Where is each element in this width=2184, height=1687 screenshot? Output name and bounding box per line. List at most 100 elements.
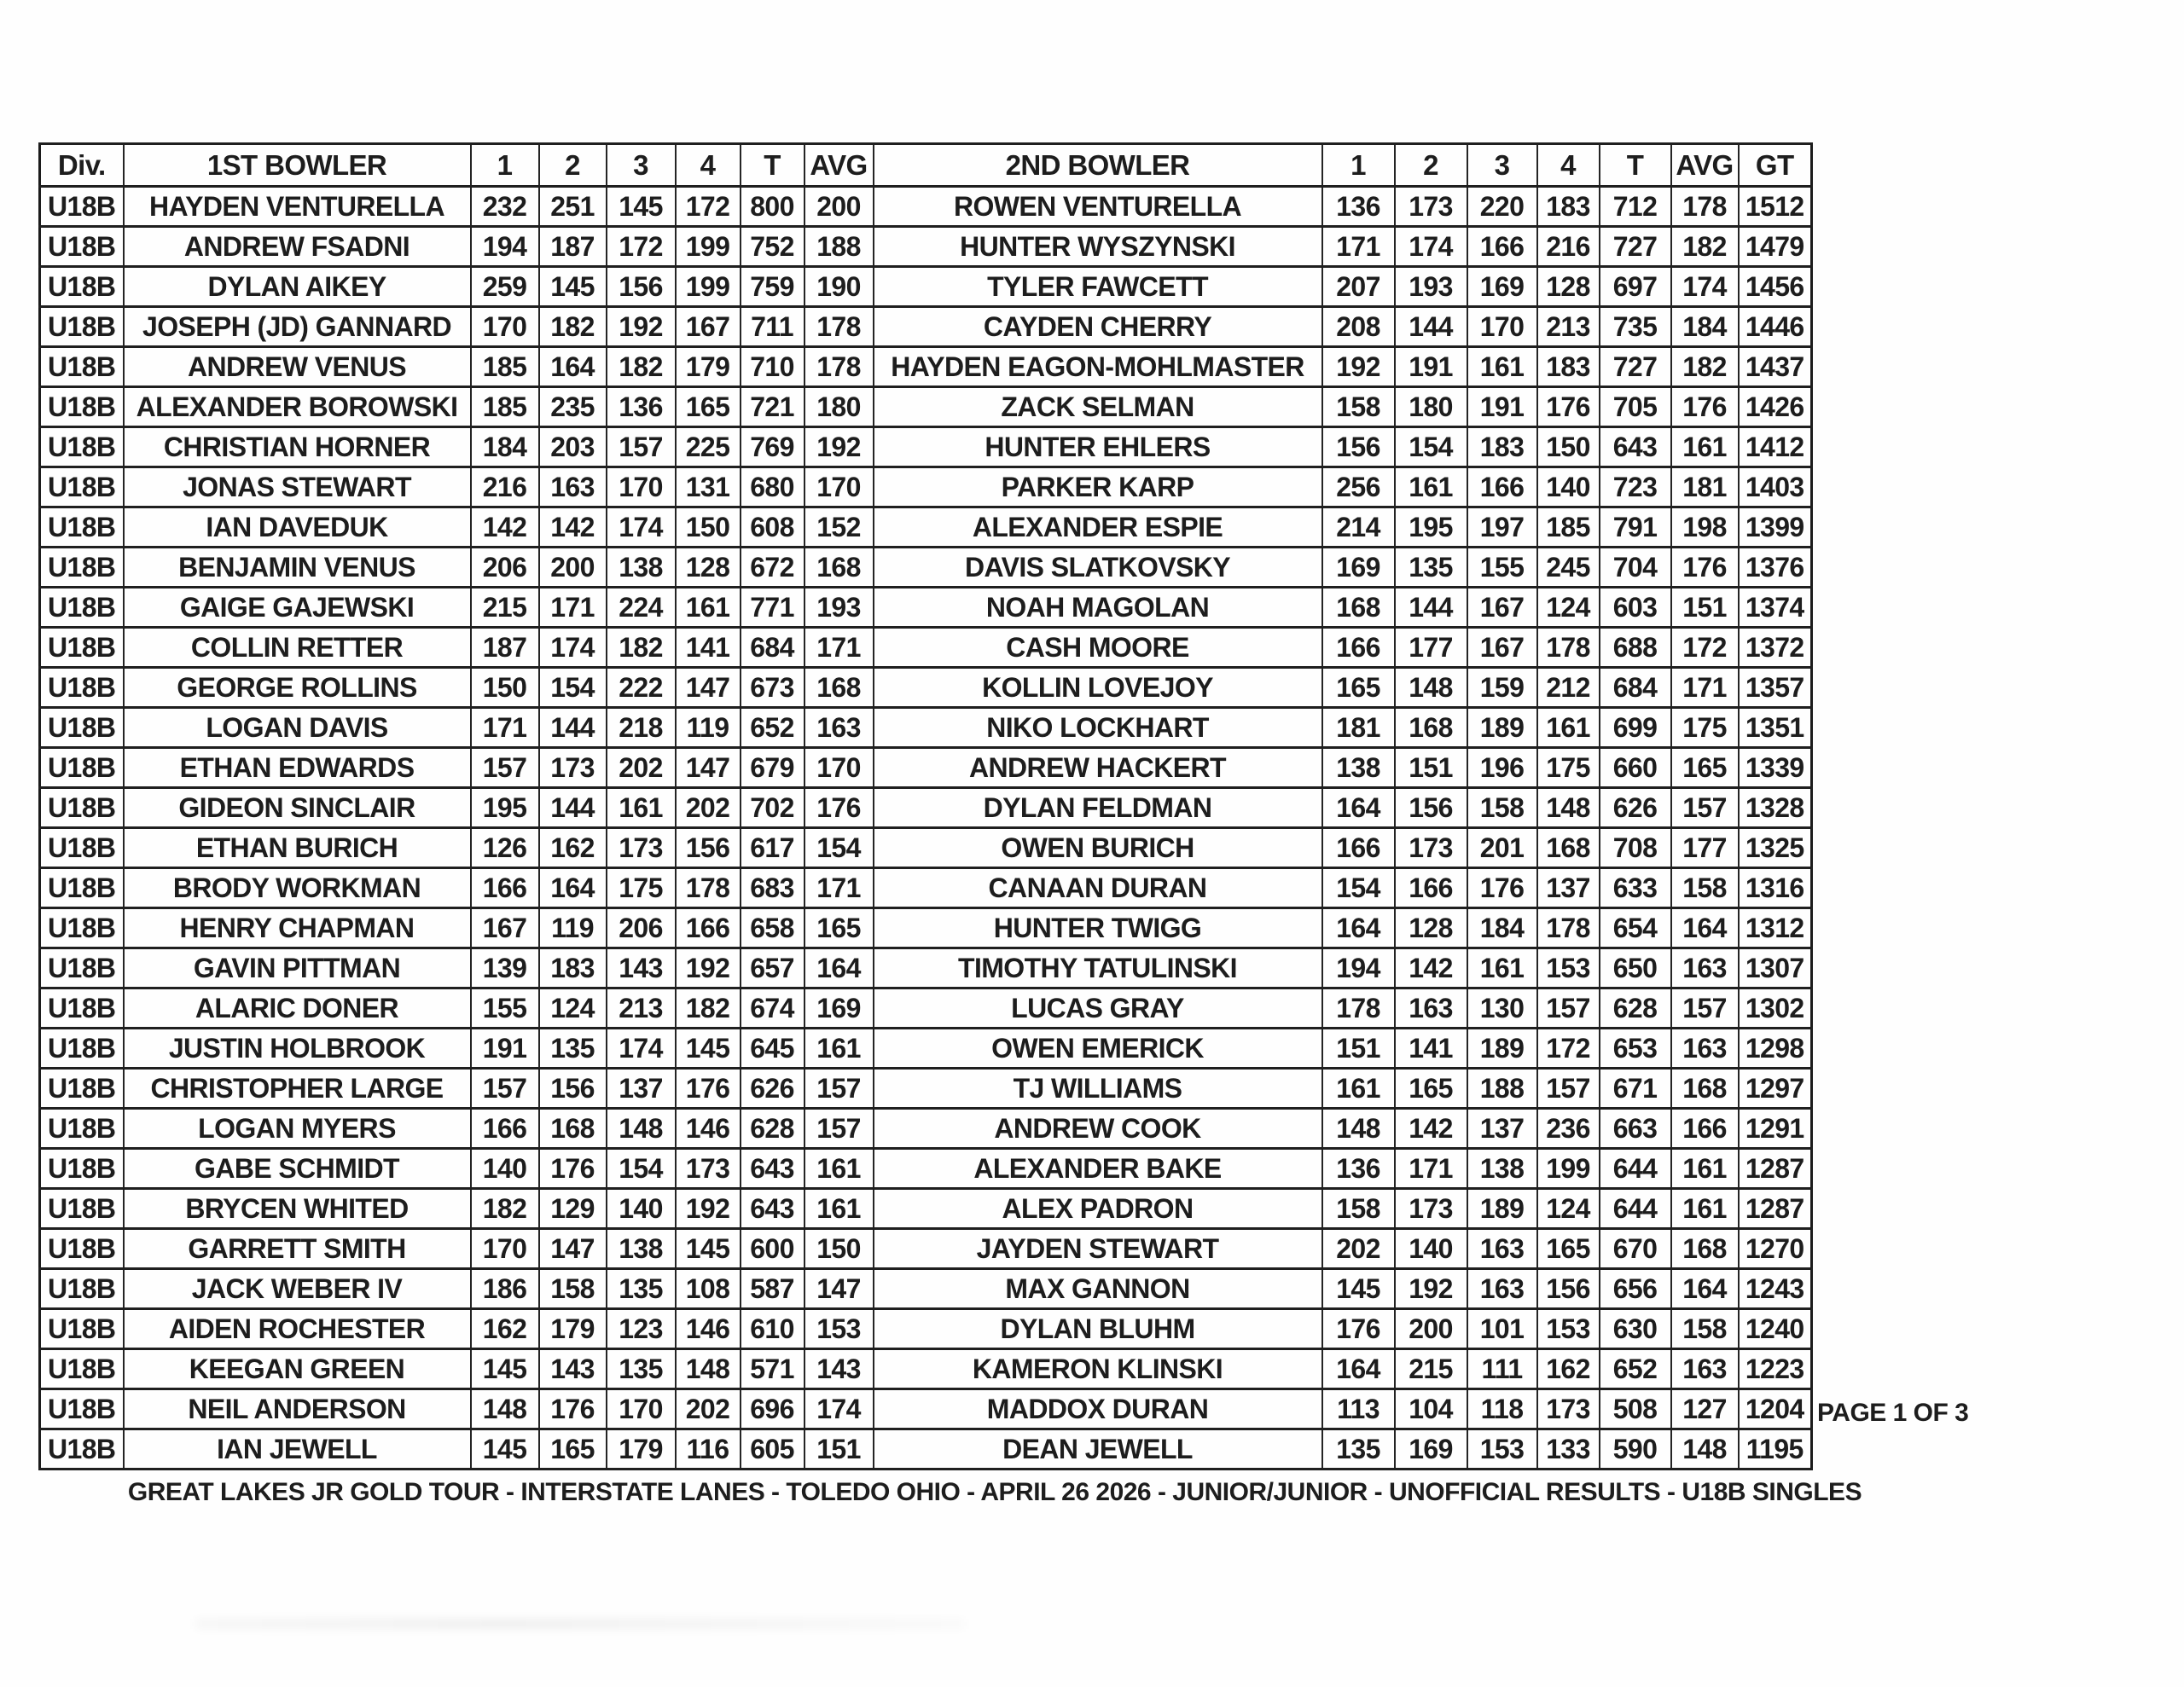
cell-b2-total: 644: [1598, 1147, 1672, 1190]
cell-b1-game2: 142: [537, 506, 607, 548]
cell-b2-game2: 165: [1393, 1067, 1468, 1110]
cell-b1-game2: 163: [537, 466, 607, 508]
table-row: U18B ETHAN EDWARDS 157 173 202 147 679 170 ANDRE…: [38, 746, 1813, 789]
cell-b2-game4: 124: [1536, 1187, 1600, 1230]
cell-b2-game1: 208: [1321, 305, 1396, 348]
cell-b1-game2: 147: [537, 1227, 607, 1270]
cell-b2-game2: 135: [1393, 546, 1468, 588]
cell-bowler1-name: KEEGAN GREEN: [122, 1348, 472, 1390]
cell-b1-avg: 143: [803, 1348, 874, 1390]
cell-b1-total: 610: [739, 1307, 805, 1350]
column-header-b2-total: T: [1598, 142, 1672, 188]
cell-b2-total: 633: [1598, 867, 1672, 909]
cell-div: U18B: [38, 506, 125, 548]
cell-b1-game4: 156: [674, 826, 741, 869]
cell-b2-avg: 182: [1670, 345, 1740, 388]
cell-b1-game3: 172: [605, 225, 677, 268]
cell-b2-game2: 128: [1393, 907, 1468, 949]
cell-b2-avg: 176: [1670, 386, 1740, 428]
cell-b1-game3: 145: [605, 185, 677, 228]
cell-b2-game4: 199: [1536, 1147, 1600, 1190]
cell-grand-total: 1456: [1737, 265, 1813, 308]
cell-b2-game3: 189: [1466, 706, 1538, 749]
cell-b2-total: 508: [1598, 1388, 1672, 1430]
cell-b2-game3: 188: [1466, 1067, 1538, 1110]
cell-bowler1-name: LOGAN MYERS: [122, 1107, 472, 1150]
cell-b2-avg: 184: [1670, 305, 1740, 348]
cell-b1-game4: 165: [674, 386, 741, 428]
cell-bowler2-name: CANAAN DURAN: [872, 867, 1323, 909]
cell-b1-game1: 166: [469, 1107, 540, 1150]
cell-grand-total: 1287: [1737, 1147, 1813, 1190]
cell-grand-total: 1351: [1737, 706, 1813, 749]
cell-bowler2-name: JAYDEN STEWART: [872, 1227, 1323, 1270]
cell-bowler2-name: ALEXANDER BAKE: [872, 1147, 1323, 1190]
cell-grand-total: 1446: [1737, 305, 1813, 348]
cell-b2-game2: 144: [1393, 305, 1468, 348]
cell-b1-avg: 161: [803, 1147, 874, 1190]
cell-b1-game1: 145: [469, 1348, 540, 1390]
cell-b2-game1: 164: [1321, 907, 1396, 949]
cell-b2-avg: 166: [1670, 1107, 1740, 1150]
cell-bowler2-name: DEAN JEWELL: [872, 1428, 1323, 1470]
table-row: U18B COLLIN RETTER 187 174 182 141 684 171 CASH …: [38, 626, 1813, 669]
cell-b1-game3: 174: [605, 1027, 677, 1070]
cell-b2-avg: 181: [1670, 466, 1740, 508]
column-header-b1-game3: 3: [605, 142, 677, 188]
cell-b1-game3: 170: [605, 466, 677, 508]
cell-b1-avg: 150: [803, 1227, 874, 1270]
cell-b1-game4: 178: [674, 867, 741, 909]
table-row: U18B ALARIC DONER 155 124 213 182 674 169 LUCAS …: [38, 987, 1813, 1029]
cell-grand-total: 1328: [1737, 786, 1813, 829]
cell-b2-total: 791: [1598, 506, 1672, 548]
cell-b2-game2: 156: [1393, 786, 1468, 829]
cell-b1-game2: 174: [537, 626, 607, 669]
cell-b1-game4: 192: [674, 947, 741, 989]
cell-b2-game4: 183: [1536, 345, 1600, 388]
cell-bowler2-name: ALEX PADRON: [872, 1187, 1323, 1230]
cell-b2-avg: 148: [1670, 1428, 1740, 1470]
cell-b1-avg: 151: [803, 1428, 874, 1470]
cell-b1-game3: 143: [605, 947, 677, 989]
cell-b2-total: 727: [1598, 225, 1672, 268]
cell-b2-game2: 161: [1393, 466, 1468, 508]
cell-bowler1-name: JOSEPH (JD) GANNARD: [122, 305, 472, 348]
cell-bowler1-name: IAN JEWELL: [122, 1428, 472, 1470]
cell-b2-avg: 172: [1670, 626, 1740, 669]
cell-b1-game3: 175: [605, 867, 677, 909]
cell-b1-game1: 157: [469, 1067, 540, 1110]
cell-grand-total: 1426: [1737, 386, 1813, 428]
cell-b2-game1: 151: [1321, 1027, 1396, 1070]
cell-b1-game1: 157: [469, 746, 540, 789]
cell-b1-game3: 170: [605, 1388, 677, 1430]
cell-b2-game4: 178: [1536, 907, 1600, 949]
cell-b2-avg: 157: [1670, 987, 1740, 1029]
cell-b1-game2: 165: [537, 1428, 607, 1470]
cell-bowler2-name: PARKER KARP: [872, 466, 1323, 508]
cell-div: U18B: [38, 786, 125, 829]
cell-b1-game3: 138: [605, 546, 677, 588]
cell-b1-game1: 185: [469, 345, 540, 388]
cell-b2-game4: 213: [1536, 305, 1600, 348]
column-header-b1-avg: AVG: [803, 142, 874, 188]
table-row: U18B GAVIN PITTMAN 139 183 143 192 657 164 TIMOT…: [38, 947, 1813, 989]
cell-b2-game1: 214: [1321, 506, 1396, 548]
cell-b2-game3: 155: [1466, 546, 1538, 588]
cell-bowler1-name: HENRY CHAPMAN: [122, 907, 472, 949]
cell-b2-game3: 167: [1466, 626, 1538, 669]
cell-b1-total: 672: [739, 546, 805, 588]
cell-b1-avg: 147: [803, 1267, 874, 1310]
cell-b1-game2: 144: [537, 706, 607, 749]
cell-b1-game3: 161: [605, 786, 677, 829]
cell-bowler2-name: TYLER FAWCETT: [872, 265, 1323, 308]
cell-b1-game4: 146: [674, 1307, 741, 1350]
cell-b2-avg: 165: [1670, 746, 1740, 789]
cell-b2-avg: 177: [1670, 826, 1740, 869]
cell-b2-total: 697: [1598, 265, 1672, 308]
table-row: U18B BENJAMIN VENUS 206 200 138 128 672 168 DAVI…: [38, 546, 1813, 588]
cell-b2-game4: 178: [1536, 626, 1600, 669]
cell-b1-game1: 191: [469, 1027, 540, 1070]
cell-b2-total: 630: [1598, 1307, 1672, 1350]
cell-div: U18B: [38, 185, 125, 228]
cell-b2-total: 727: [1598, 345, 1672, 388]
